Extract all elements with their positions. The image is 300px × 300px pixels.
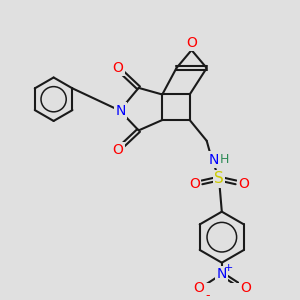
Text: N: N xyxy=(116,103,126,118)
Text: O: O xyxy=(112,61,123,75)
Text: H: H xyxy=(220,153,229,166)
Text: +: + xyxy=(224,263,233,273)
Text: N: N xyxy=(217,267,227,281)
Text: -: - xyxy=(206,289,210,300)
Text: O: O xyxy=(238,177,249,191)
Text: O: O xyxy=(112,143,123,157)
Text: O: O xyxy=(240,281,251,295)
Text: O: O xyxy=(193,281,204,295)
Text: S: S xyxy=(214,171,224,186)
Text: O: O xyxy=(189,177,200,191)
Text: N: N xyxy=(209,153,219,167)
Text: O: O xyxy=(186,35,197,50)
